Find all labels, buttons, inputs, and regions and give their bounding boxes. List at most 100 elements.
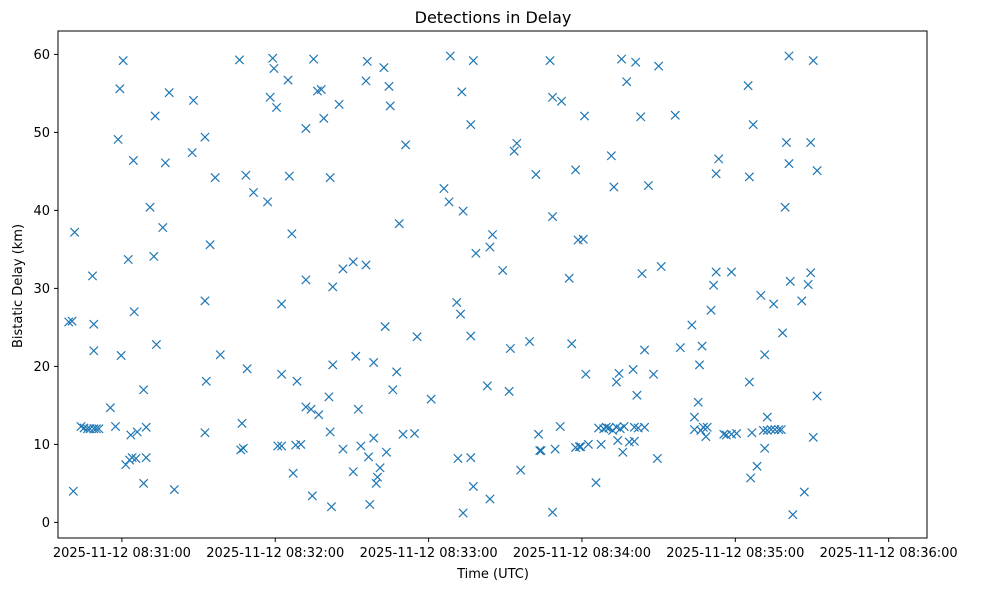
data-point	[711, 267, 721, 277]
data-point	[726, 267, 737, 277]
data-point	[747, 428, 757, 438]
data-point	[581, 369, 591, 379]
data-point	[505, 343, 516, 354]
data-point	[131, 453, 141, 464]
data-point	[138, 385, 149, 395]
data-point	[504, 386, 514, 396]
data-point	[547, 212, 558, 222]
data-point	[126, 430, 136, 440]
data-point	[780, 202, 790, 212]
x-tick-label: 2025-11-12 08:36:00	[820, 546, 958, 561]
data-point	[654, 61, 664, 71]
data-point	[698, 422, 708, 432]
data-point	[706, 305, 716, 315]
data-point	[622, 77, 632, 87]
data-point	[288, 468, 298, 478]
data-point	[547, 507, 558, 517]
data-point	[116, 350, 126, 361]
data-point	[277, 369, 287, 379]
data-point	[210, 173, 220, 183]
data-point	[453, 453, 463, 464]
data-point	[353, 404, 363, 414]
data-point	[361, 76, 371, 86]
data-point	[287, 229, 297, 239]
data-point	[487, 229, 498, 240]
data-point	[697, 341, 707, 351]
data-point	[596, 439, 606, 450]
y-tick-label: 50	[33, 126, 50, 141]
data-point	[158, 222, 168, 233]
data-point	[498, 265, 508, 276]
data-point	[284, 171, 294, 181]
data-point	[803, 279, 813, 290]
data-point	[412, 332, 422, 342]
data-point	[466, 331, 476, 341]
data-point	[485, 494, 495, 504]
data-point	[482, 381, 493, 391]
data-point	[308, 54, 319, 64]
data-point	[619, 421, 629, 432]
data-point	[535, 446, 545, 456]
data-point	[325, 173, 335, 183]
data-point	[68, 486, 78, 496]
data-point	[262, 197, 273, 207]
data-point	[128, 155, 139, 166]
data-point	[439, 183, 449, 194]
data-point	[702, 422, 712, 432]
data-point	[769, 299, 779, 309]
y-tick-label: 60	[33, 48, 50, 63]
data-point	[277, 441, 287, 451]
data-point	[536, 446, 546, 456]
data-point	[648, 369, 659, 379]
data-point	[614, 368, 624, 379]
data-point	[141, 453, 151, 463]
data-point	[632, 390, 642, 400]
data-point	[708, 280, 719, 290]
data-point	[69, 227, 80, 237]
data-point	[758, 425, 769, 435]
data-point	[485, 242, 495, 252]
data-point	[160, 158, 170, 168]
data-point	[372, 472, 383, 482]
data-point	[301, 123, 311, 134]
data-point	[762, 412, 772, 422]
data-point	[301, 275, 311, 285]
data-point	[105, 403, 116, 413]
data-point	[200, 132, 210, 142]
data-point	[693, 397, 703, 407]
data-point	[127, 453, 137, 463]
data-point	[576, 442, 586, 452]
data-point	[744, 377, 754, 387]
data-point	[369, 433, 379, 443]
data-point	[556, 96, 567, 106]
data-point	[694, 360, 705, 370]
data-point	[94, 424, 104, 434]
data-point	[583, 439, 593, 450]
data-point	[356, 441, 366, 451]
data-point	[689, 412, 700, 422]
data-point	[784, 158, 794, 169]
data-point	[788, 509, 798, 520]
data-point	[64, 317, 74, 327]
data-point	[468, 481, 478, 492]
data-point	[656, 261, 666, 272]
data-point	[164, 87, 174, 98]
data-point	[384, 81, 394, 92]
data-point	[348, 257, 358, 267]
data-point	[409, 428, 420, 439]
data-point	[616, 54, 627, 64]
data-point	[132, 427, 142, 437]
data-point	[531, 169, 541, 180]
data-point	[200, 296, 210, 306]
data-point	[268, 53, 278, 63]
data-point	[567, 339, 577, 349]
data-point	[316, 84, 326, 95]
data-point	[334, 99, 344, 109]
data-point	[351, 351, 361, 361]
data-point	[326, 502, 337, 512]
x-tick-label: 2025-11-12 08:35:00	[666, 546, 804, 561]
data-point	[187, 148, 197, 158]
data-point	[91, 424, 101, 434]
data-point	[129, 307, 139, 317]
